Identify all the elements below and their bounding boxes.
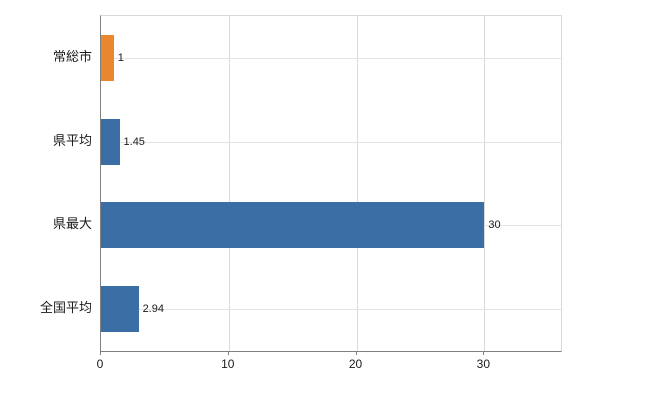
x-tick-label: 30 <box>476 357 490 371</box>
plot-area: 1 1.45 30 2.94 <box>100 15 562 352</box>
x-tick-label: 20 <box>348 357 363 371</box>
x-gridline <box>484 16 486 351</box>
bar-value-label: 2.94 <box>142 303 164 316</box>
bar-value-label: 1 <box>117 51 124 64</box>
y-category-label: 県平均 <box>52 132 92 148</box>
x-tick-mark <box>100 351 101 355</box>
y-gridline <box>101 141 561 143</box>
x-gridline <box>356 16 358 351</box>
y-gridline <box>101 309 561 311</box>
x-tick-mark <box>355 351 357 355</box>
y-category-label: 県最大 <box>52 216 92 232</box>
x-tick-label: 0 <box>96 357 104 371</box>
bar-2 <box>101 202 485 249</box>
bar-value-label: 30 <box>488 219 501 232</box>
x-tick-mark <box>227 351 229 355</box>
x-tick-mark <box>483 351 485 355</box>
bar-1 <box>101 118 120 165</box>
x-gridline <box>228 16 230 351</box>
y-gridline <box>101 57 561 59</box>
x-tick-label: 10 <box>221 357 235 371</box>
bar-0 <box>101 34 114 81</box>
y-category-label: 常総市 <box>52 48 92 64</box>
bar-value-label: 1.45 <box>123 135 145 148</box>
bar-3 <box>101 286 139 333</box>
y-category-label: 全国平均 <box>39 300 92 316</box>
